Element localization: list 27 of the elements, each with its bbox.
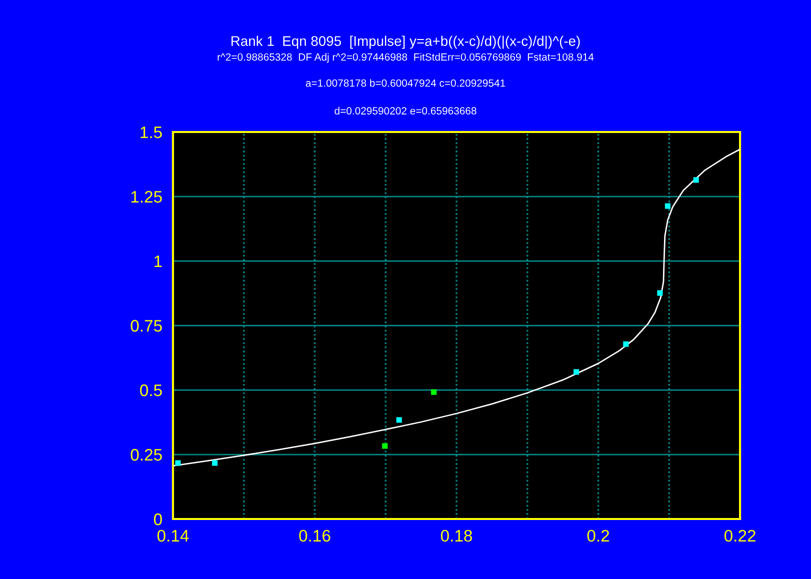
x-tick-label: 0.2: [587, 530, 610, 542]
point: [382, 443, 388, 449]
y-tick-label: 1: [154, 256, 162, 268]
line-series: [172, 148, 740, 467]
y-tick-label: 0.25: [130, 448, 162, 461]
point: [396, 417, 402, 423]
point: [431, 389, 437, 395]
y-tick-label: 0: [154, 513, 162, 526]
x-tick-label: 0.16: [299, 530, 330, 542]
text: a=1.0078178 b=0.60047924 c=0.20929541: [306, 79, 506, 87]
y-tick-label: 1.5: [140, 126, 162, 138]
chart-subtitle: r^2=0.98865328 DF Adj r^2=0.97446988 FitStdErr=0.056769869 Fstat=108.914: [218, 53, 594, 63]
chart-title: Rank 1 Eqn 8095 [Impulse] y=a+b((x-c)/d)(|(x-c)/d|)^(-e): [232, 36, 580, 49]
point: [175, 460, 181, 466]
point: [657, 290, 663, 296]
y-tick-label: 0.5: [140, 384, 162, 396]
text: d=0.029590202 e=0.65963668: [334, 106, 476, 115]
y-tick-label: 1.25: [131, 190, 162, 203]
x-tick-label: 0.22: [724, 530, 756, 542]
point: [574, 369, 580, 375]
y-tick-label: 0.75: [130, 320, 162, 332]
point: [664, 203, 671, 209]
x-tick-label: 0.18: [440, 530, 472, 542]
point: [623, 341, 629, 347]
point: [212, 460, 218, 466]
x-tick-label: 0.14: [157, 530, 189, 542]
point: [693, 177, 699, 183]
